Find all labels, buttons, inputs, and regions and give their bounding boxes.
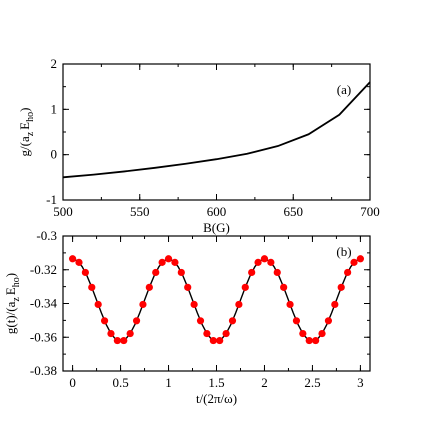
data-point [260,255,269,263]
y-label-end: ) [17,108,32,112]
x-tick-label: 2.5 [304,375,320,390]
data-point [158,258,166,266]
panel-b: 0 0.5 1 1.5 2 2.5 3 -0.38 -0.36 -0.34 -0.32 -0.3 t/(… [3,228,371,406]
data-point [132,317,141,325]
data-point [126,329,134,338]
y-tick-label: 1 [51,101,58,116]
x-tick-label: 2 [261,375,268,390]
x-tick-label: 500 [53,204,73,219]
data-point [235,300,243,309]
data-point [120,336,128,345]
data-point [337,283,345,291]
data-point [241,283,249,291]
data-point [196,317,205,325]
data-point [344,268,352,277]
y-axis-label: g(t)/(azEho) [3,273,22,334]
data-point [81,268,89,277]
y-tick-label: -0.3 [36,228,57,243]
data-point [113,336,121,345]
data-point [331,300,339,309]
panel-a: 500 550 600 650 700 -1 0 1 2 B(G) g/(azEho) (a) [17,56,380,235]
data-point [273,268,281,277]
data-point [292,317,301,325]
x-tick-label: 1 [165,375,172,390]
y-axis-label: g/(azEho) [17,108,36,157]
data-point [88,283,96,291]
data-point [280,283,288,291]
y-label-mid: E [3,287,18,295]
x-tick-label: 1.5 [208,375,224,390]
data-point [324,317,333,325]
data-point [145,283,153,291]
data-point [107,329,115,338]
x-tick-label: 600 [207,204,227,219]
y-tick-label: -0.34 [30,296,58,311]
plot-frame [62,235,371,372]
y-tick-label: 0 [51,147,58,162]
x-tick-label: 700 [360,204,380,219]
data-point [203,329,211,338]
data-point [312,336,320,345]
plot-frame [62,63,371,201]
y-label-end: ) [3,273,18,277]
y-label-main: g/(a [17,136,32,156]
data-point [164,255,173,263]
data-point [299,329,307,338]
data-point [177,268,185,277]
data-point [139,300,147,309]
x-tick-label: 650 [284,204,304,219]
data-point [171,258,179,266]
data-point [68,255,77,263]
x-tick-label: 0 [69,375,76,390]
y-tick-label: 2 [51,56,58,71]
y-label-main: g(t)/(a [3,301,18,334]
y-tick-label: -1 [46,192,57,207]
y-tick-label: -0.38 [30,363,57,378]
x-tick-label: 550 [130,204,150,219]
y-tick-label: -0.32 [30,262,57,277]
panel-label: (b) [336,244,351,259]
data-point [318,329,326,338]
data-point [184,283,192,291]
data-point [100,317,109,325]
data-point [305,336,313,345]
data-point [216,336,224,345]
series-line [62,81,371,179]
data-point [190,300,198,309]
data-point [94,300,102,309]
data-point [254,258,262,266]
data-point [350,258,358,266]
y-label-mid: E [17,122,32,130]
data-point [222,329,230,338]
x-tick-label: 3 [357,375,364,390]
data-point [75,258,83,266]
y-label-sub: ho [11,277,22,287]
x-axis-label: B(G) [203,220,230,235]
data-point [152,268,160,277]
x-tick-label: 0.5 [112,375,128,390]
data-point [209,336,217,345]
y-tick-label: -0.36 [30,329,58,344]
y-label-sub: z [11,297,22,302]
data-point [248,268,256,277]
y-label-sub: z [25,131,36,136]
x-axis-label: t/(2π/ω) [196,391,237,406]
data-point [286,300,294,309]
data-point [267,258,275,266]
y-label-sub: ho [25,112,36,122]
data-point [356,255,365,263]
panel-label: (a) [337,82,351,97]
data-point [228,317,237,325]
series-line [72,258,361,343]
